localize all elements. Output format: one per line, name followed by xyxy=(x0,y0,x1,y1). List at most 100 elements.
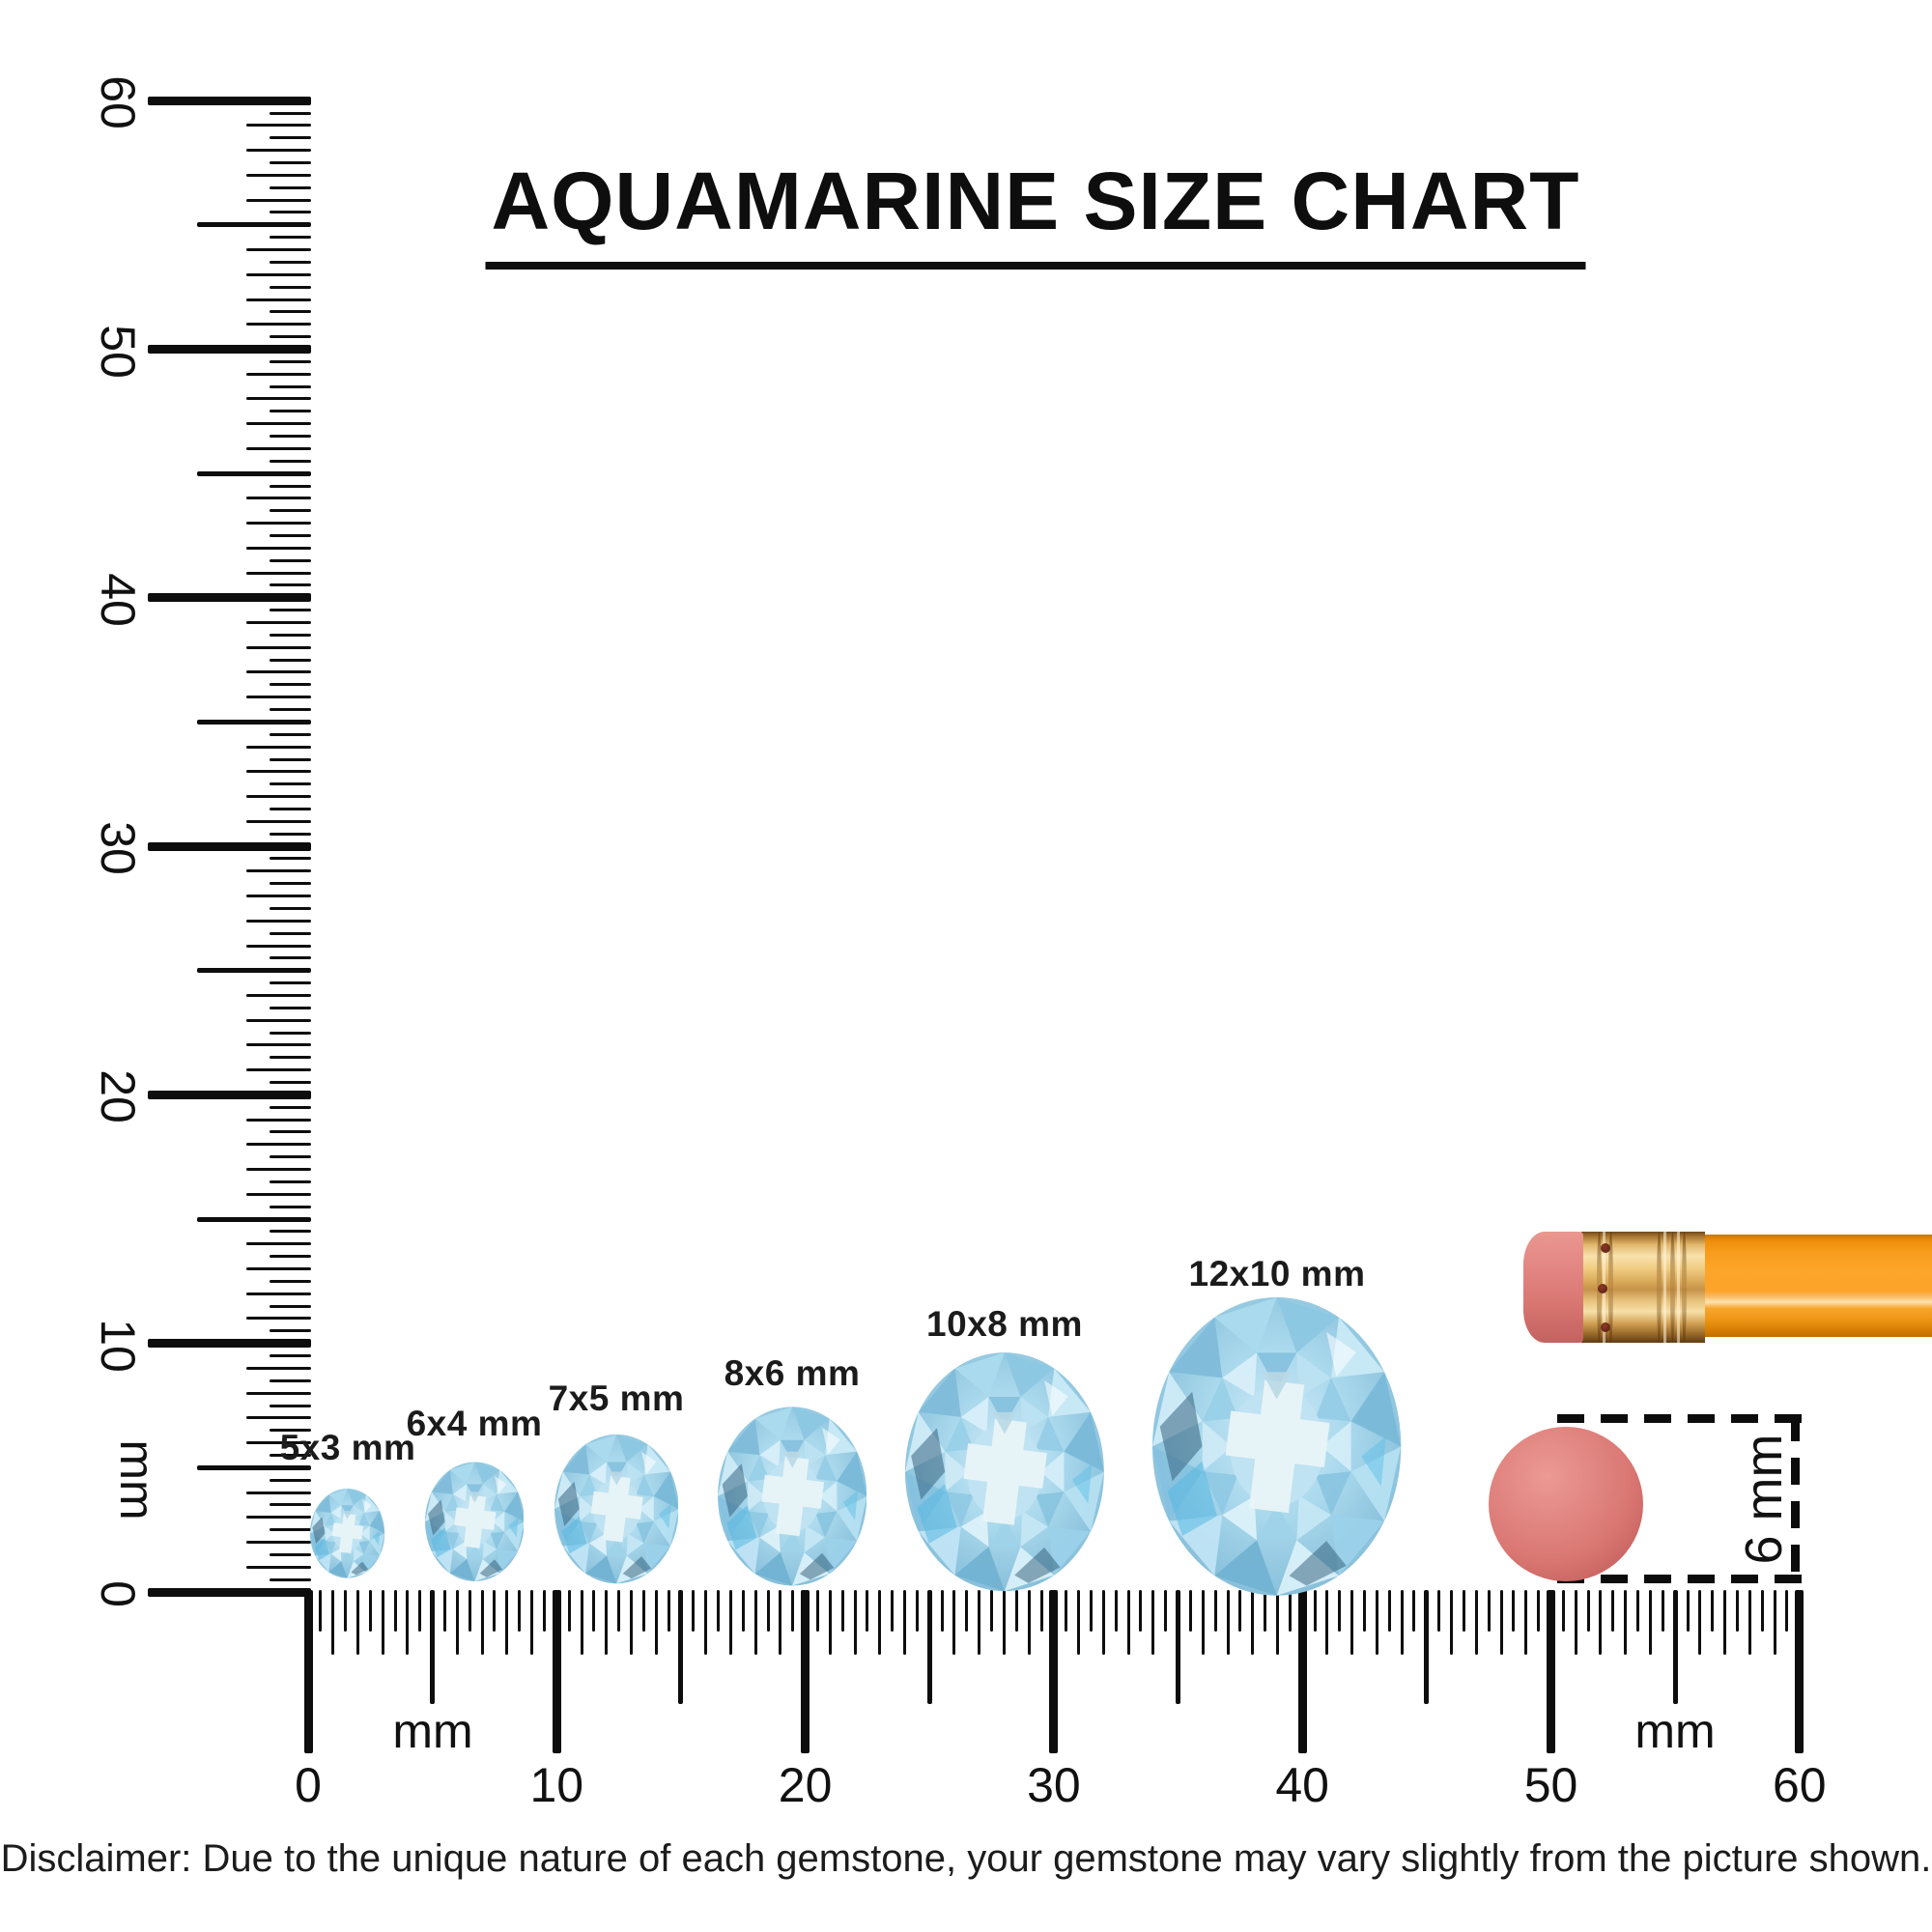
ruler-tick xyxy=(978,1590,981,1655)
ruler-tick xyxy=(355,1590,359,1655)
ruler-tick xyxy=(1139,1590,1143,1632)
ruler-tick xyxy=(1599,1590,1603,1655)
ruler-tick xyxy=(270,285,311,289)
ruler-tick xyxy=(580,1590,583,1655)
ruler-tick xyxy=(1375,1590,1378,1655)
pencil-ferrule xyxy=(1581,1232,1705,1343)
ruler-tick xyxy=(1014,1590,1018,1632)
ruler-tick xyxy=(246,895,311,898)
ruler-tick xyxy=(270,1552,311,1556)
ruler-tick xyxy=(270,708,311,712)
ruler-tick xyxy=(270,260,311,264)
ruler-tick xyxy=(246,621,311,625)
dimension-line-top xyxy=(1557,1414,1804,1423)
ruler-tick xyxy=(270,906,311,910)
ruler-tick xyxy=(246,1018,311,1022)
dimension-line-right xyxy=(1791,1414,1800,1585)
gem-image xyxy=(717,1406,867,1586)
ruler-tick xyxy=(270,782,311,786)
ferrule-crimp-highlight xyxy=(1663,1232,1666,1343)
ruler-tick xyxy=(270,981,311,985)
ruler-tick xyxy=(270,1279,311,1283)
ruler-tick xyxy=(270,1230,311,1234)
ruler-tick xyxy=(270,956,311,960)
ruler-tick xyxy=(1176,1590,1181,1704)
ruler-tick xyxy=(246,546,311,550)
disclaimer-text: Disclaimer: Due to the unique nature of … xyxy=(0,1837,1932,1880)
ruler-tick xyxy=(952,1590,956,1655)
ruler-tick xyxy=(1251,1590,1255,1655)
ruler-tick xyxy=(270,136,311,140)
ruler-tick xyxy=(1499,1590,1503,1655)
ruler-tick xyxy=(1151,1590,1155,1655)
ferrule-rivet xyxy=(1601,1243,1610,1253)
ruler-tick xyxy=(368,1590,372,1632)
ruler-tick xyxy=(270,1404,311,1407)
ruler-tick xyxy=(1424,1590,1430,1704)
ruler-tick xyxy=(940,1590,944,1632)
ruler-tick xyxy=(1686,1590,1690,1632)
ruler-tick xyxy=(246,1068,311,1072)
ruler-tick xyxy=(270,1503,311,1507)
ruler-tick xyxy=(246,1043,311,1047)
ruler-tick xyxy=(246,372,311,376)
ruler-tick xyxy=(1027,1590,1031,1655)
ruler-tick xyxy=(1400,1590,1404,1655)
ruler-tick xyxy=(270,1130,311,1134)
ruler-tick xyxy=(246,1565,311,1569)
ruler-tick xyxy=(270,609,311,612)
ruler-tick xyxy=(270,931,311,935)
ruler-tick xyxy=(1325,1590,1329,1655)
ruler-tick xyxy=(505,1590,509,1655)
ruler-tick xyxy=(667,1590,670,1632)
ruler-tick xyxy=(270,1031,311,1035)
ruler-tick xyxy=(1611,1590,1615,1632)
ruler-tick xyxy=(246,1292,311,1295)
ruler-tick xyxy=(246,497,311,500)
vertical-ruler-number: 0 xyxy=(91,1580,145,1607)
ruler-tick xyxy=(270,857,311,861)
ruler-tick xyxy=(246,446,311,450)
ruler-tick xyxy=(270,1081,311,1085)
ruler-tick xyxy=(1760,1590,1764,1632)
pencil-body xyxy=(1703,1235,1932,1337)
ruler-tick xyxy=(246,1441,311,1445)
ruler-tick xyxy=(246,696,311,699)
ruler-tick xyxy=(246,248,311,252)
ruler-tick xyxy=(270,832,311,836)
ruler-tick xyxy=(246,993,311,997)
ruler-tick xyxy=(592,1590,596,1632)
ruler-tick xyxy=(246,149,311,153)
ruler-tick xyxy=(246,1516,311,1520)
ruler-tick xyxy=(766,1590,770,1632)
ruler-tick xyxy=(246,1541,311,1545)
vertical-ruler-number: 50 xyxy=(91,324,145,379)
ruler-tick xyxy=(1188,1590,1192,1632)
ruler-tick xyxy=(1524,1590,1528,1655)
ruler-tick xyxy=(1547,1590,1555,1753)
ruler-tick xyxy=(270,1378,311,1382)
ruler-tick xyxy=(197,470,311,476)
ruler-tick xyxy=(1049,1590,1059,1753)
ruler-tick xyxy=(1350,1590,1354,1655)
ruler-tick xyxy=(1412,1590,1416,1632)
ruler-tick xyxy=(1313,1590,1317,1632)
ruler-tick xyxy=(915,1590,919,1632)
ruler-tick xyxy=(654,1590,658,1655)
gem-image xyxy=(554,1434,679,1584)
ruler-tick xyxy=(197,968,311,974)
ruler-tick xyxy=(246,1192,311,1196)
ruler-tick xyxy=(246,944,311,948)
horizontal-ruler-number: 50 xyxy=(1523,1758,1578,1812)
ruler-tick xyxy=(270,435,311,439)
ruler-tick xyxy=(270,1429,311,1433)
ruler-tick xyxy=(1462,1590,1465,1632)
ruler-tick xyxy=(801,1590,810,1753)
ruler-tick xyxy=(1795,1590,1804,1753)
ruler-tick xyxy=(270,583,311,587)
horizontal-ruler-number: 10 xyxy=(529,1758,584,1812)
ruler-tick xyxy=(246,1391,311,1395)
ruler-tick xyxy=(270,384,311,388)
ruler-tick xyxy=(246,1491,311,1494)
vertical-ruler-number: 40 xyxy=(91,572,145,627)
